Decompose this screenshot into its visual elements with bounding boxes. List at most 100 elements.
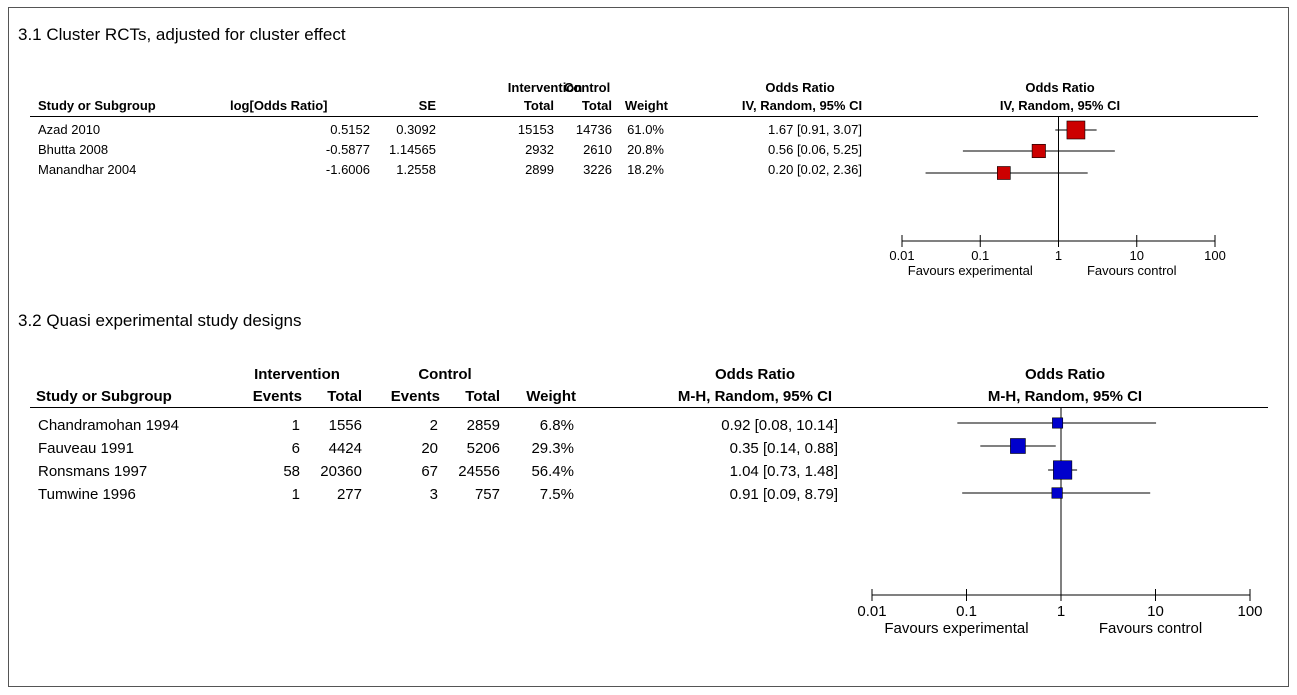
section-1-title: 3.1 Cluster RCTs, adjusted for cluster e… <box>18 25 346 44</box>
point-estimate-marker <box>1053 460 1073 480</box>
s2-int-total: 1556 <box>328 417 362 434</box>
s2-or-title: Odds Ratio <box>714 366 795 383</box>
x-tick-label: 1 <box>1055 248 1062 263</box>
s1-ctrl-total: 2610 <box>583 142 612 157</box>
s1-se-header: SE <box>418 98 436 113</box>
s2-ctrl-events: 3 <box>429 486 438 503</box>
s1-study: Manandhar 2004 <box>38 162 137 177</box>
x-tick-label: 0.1 <box>956 603 977 620</box>
s1-ci: 0.20 [0.02, 2.36] <box>768 162 862 177</box>
s1-logor-header: log[Odds Ratio] <box>230 98 328 113</box>
s2-header-rule <box>30 407 1268 408</box>
s2-ci: 0.91 [0.09, 8.79] <box>729 486 838 503</box>
x-tick-label: 10 <box>1130 248 1144 263</box>
s1-ctrl-total: 14736 <box>575 122 612 137</box>
s2-or-method: M-H, Random, 95% CI <box>677 388 833 405</box>
s2-study-header: Study or Subgroup <box>36 388 172 405</box>
s2-int-events: 6 <box>291 440 300 457</box>
x-tick-label: 0.1 <box>971 248 989 263</box>
section-2-title: 3.2 Quasi experimental study designs <box>18 311 302 330</box>
s2-int-total: 4424 <box>328 440 362 457</box>
s2-int-events: 1 <box>291 486 300 503</box>
s2-weight: 29.3% <box>531 440 574 457</box>
x-tick-label: 10 <box>1147 603 1164 620</box>
s1-weight: 61.0% <box>627 122 664 137</box>
x-tick-label: 0.01 <box>857 603 886 620</box>
s2-ci: 0.35 [0.14, 0.88] <box>729 440 838 457</box>
s1-logor: -0.5877 <box>325 142 370 157</box>
s1-int-total: 2899 <box>525 162 554 177</box>
s1-ci: 0.56 [0.06, 5.25] <box>768 142 862 157</box>
point-estimate-marker <box>1010 438 1026 454</box>
point-estimate-marker <box>997 166 1011 180</box>
point-estimate-marker <box>1051 487 1063 499</box>
s2-ctrl-events-header: Events <box>390 388 440 405</box>
s1-weight-header: Weight <box>624 98 668 113</box>
figure-frame <box>8 7 1289 687</box>
s1-logor: 0.5152 <box>330 122 370 137</box>
s2-int-total-header: Total <box>327 388 362 405</box>
s1-header-rule <box>30 116 1258 117</box>
s1-se: 1.14565 <box>389 142 436 157</box>
s2-weight: 6.8% <box>539 417 574 434</box>
s1-int-total-header: Total <box>523 98 554 113</box>
s2-control-header: Control <box>418 366 472 383</box>
s1-or-method: IV, Random, 95% CI <box>741 98 863 113</box>
s1-int-total: 15153 <box>517 122 554 137</box>
s1-study: Bhutta 2008 <box>38 142 109 157</box>
s2-ctrl-total: 757 <box>474 486 500 503</box>
s2-intervention-header: Intervention <box>254 366 340 383</box>
favours-control-label: Favours control <box>1099 620 1202 637</box>
s1-weight: 18.2% <box>627 162 664 177</box>
s2-int-total: 277 <box>336 486 362 503</box>
s1-se: 1.2558 <box>396 162 436 177</box>
s2-plot-method: M-H, Random, 95% CI <box>987 388 1143 405</box>
x-tick-label: 0.01 <box>889 248 914 263</box>
s1-weight: 20.8% <box>627 142 664 157</box>
s2-study: Tumwine 1996 <box>38 486 136 503</box>
favours-experimental-label: Favours experimental <box>908 263 1033 278</box>
s2-ctrl-events: 20 <box>421 440 438 457</box>
point-estimate-marker <box>1066 120 1086 140</box>
s1-ci: 1.67 [0.91, 3.07] <box>768 122 862 137</box>
s2-int-total: 20360 <box>320 463 362 480</box>
s2-int-events: 58 <box>283 463 300 480</box>
x-tick-label: 100 <box>1237 603 1262 620</box>
x-tick-label: 100 <box>1204 248 1226 263</box>
s2-weight: 7.5% <box>539 486 574 503</box>
s1-study-header: Study or Subgroup <box>38 98 156 113</box>
s2-ctrl-total: 24556 <box>458 463 500 480</box>
s2-study: Ronsmans 1997 <box>38 463 148 480</box>
s2-weight: 56.4% <box>531 463 574 480</box>
s1-plot-title: Odds Ratio <box>1025 80 1095 95</box>
favours-experimental-label: Favours experimental <box>884 620 1028 637</box>
s1-plot-method: IV, Random, 95% CI <box>999 98 1121 113</box>
s2-ctrl-total: 2859 <box>466 417 500 434</box>
s2-int-events: 1 <box>291 417 300 434</box>
s1-intervention-header: Intervention <box>507 80 583 95</box>
s2-weight-header: Weight <box>526 388 576 405</box>
s2-study: Fauveau 1991 <box>38 440 134 457</box>
s1-study: Azad 2010 <box>38 122 101 137</box>
s1-int-total: 2932 <box>525 142 554 157</box>
s1-ctrl-total-header: Total <box>581 98 612 113</box>
s1-ctrl-total: 3226 <box>583 162 612 177</box>
s2-ctrl-total-header: Total <box>465 388 500 405</box>
s1-logor: -1.6006 <box>325 162 370 177</box>
s2-ctrl-events: 2 <box>429 417 438 434</box>
x-tick-label: 1 <box>1057 603 1065 620</box>
s1-control-header: Control <box>564 80 611 95</box>
s1-se: 0.3092 <box>396 122 436 137</box>
s1-forest-plot: 0.01 0.1 1 10 100 Favours experimental Favours… <box>889 116 1226 278</box>
s2-int-events-header: Events <box>252 388 302 405</box>
point-estimate-marker <box>1031 143 1046 159</box>
s2-ci: 0.92 [0.08, 10.14] <box>721 417 838 434</box>
s1-or-title: Odds Ratio <box>765 80 835 95</box>
point-estimate-marker <box>1052 417 1064 429</box>
s2-plot-title: Odds Ratio <box>1024 366 1105 383</box>
s2-ctrl-total: 5206 <box>466 440 500 457</box>
s2-study: Chandramohan 1994 <box>38 417 179 434</box>
s2-ctrl-events: 67 <box>421 463 438 480</box>
favours-control-label: Favours control <box>1087 263 1177 278</box>
